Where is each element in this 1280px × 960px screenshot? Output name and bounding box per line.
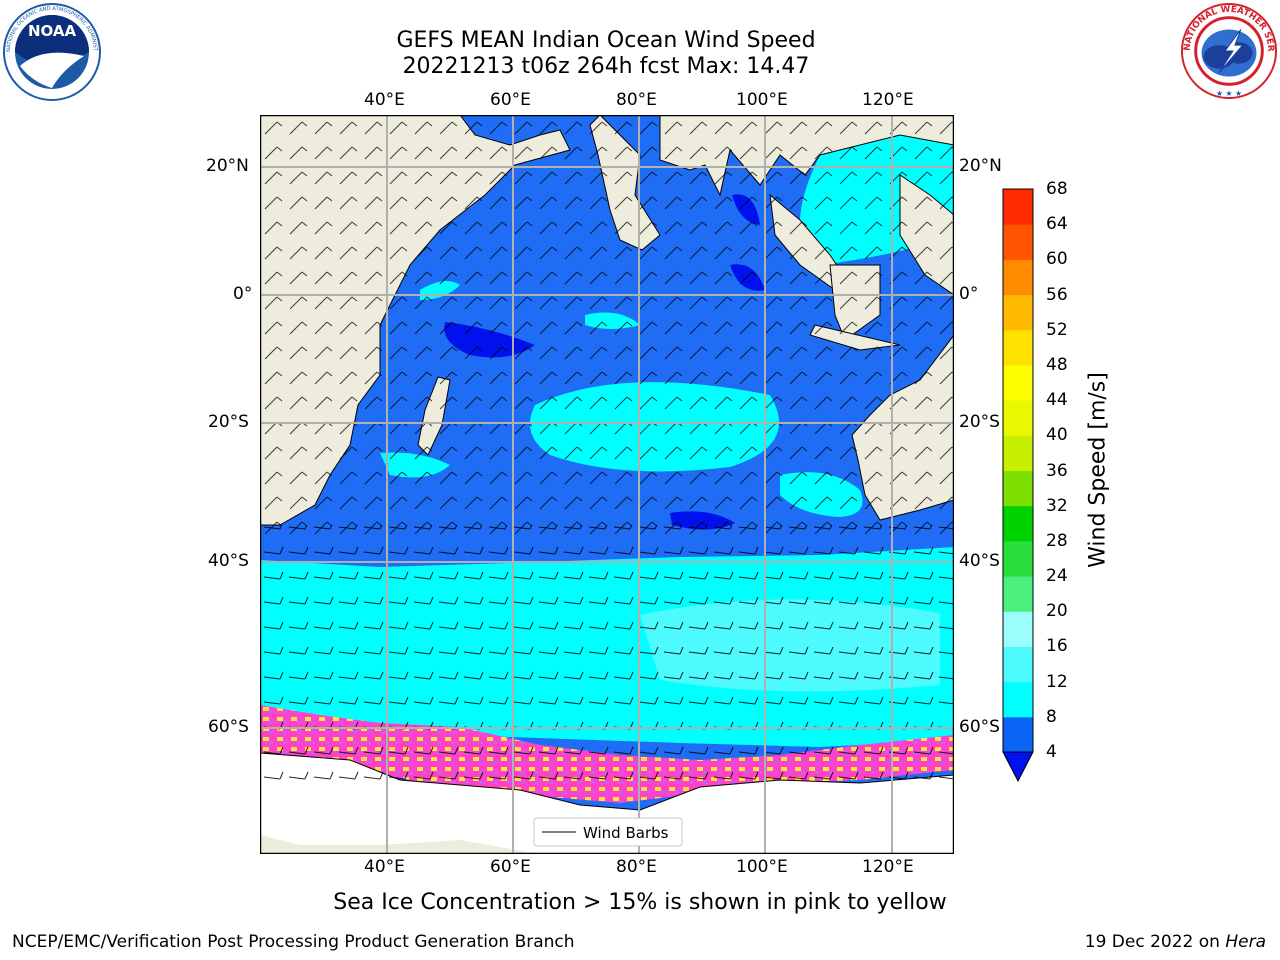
colorbar-tick-label: 40	[1046, 425, 1068, 446]
map-subtitle: 20221213 t06z 264h fcst Max: 14.47	[402, 54, 810, 79]
colorbar-bin	[1003, 505, 1033, 542]
colorbar-tick-label: 44	[1046, 390, 1068, 411]
colorbar-tick-label: 64	[1046, 214, 1068, 235]
colorbar-bin	[1003, 400, 1033, 436]
colorbar-tick-label: 68	[1046, 179, 1068, 199]
colorbar-bin	[1003, 716, 1033, 753]
footer-right: 19 Dec 2022 on Hera	[1084, 932, 1266, 952]
colorbar-tick-label: 8	[1046, 706, 1057, 727]
colorbar-tick-label: 12	[1046, 671, 1068, 692]
colorbar-bin	[1003, 435, 1033, 471]
legend-label: Wind Barbs	[583, 824, 669, 842]
noaa-logo: NOAA NATIONAL OCEANIC AND ATMOSPHERIC AD…	[2, 2, 101, 101]
colorbar-bin	[1003, 259, 1033, 296]
colorbar-tick-label: 36	[1046, 460, 1068, 481]
graticule	[260, 115, 954, 854]
colorbar-tick-label: 28	[1046, 530, 1068, 551]
colorbar-bin	[1003, 611, 1033, 647]
colorbar	[1002, 188, 1034, 783]
colorbar-tick-label: 48	[1046, 354, 1068, 375]
colorbar-bin	[1003, 189, 1033, 225]
colorbar-bin	[1003, 329, 1033, 366]
wind-barbs-south	[260, 525, 954, 785]
colorbar-tick-label: 56	[1046, 284, 1068, 305]
colorbar-bin	[1003, 646, 1033, 683]
wind-barbs-legend	[533, 817, 683, 847]
noaa-logo-text: NOAA	[28, 22, 77, 40]
map-frame	[260, 115, 954, 854]
colorbar-tick-label: 4	[1046, 742, 1057, 762]
colorbar-tick-label: 16	[1046, 636, 1068, 657]
colorbar-bin	[1003, 540, 1033, 577]
colorbar-bin	[1003, 681, 1033, 718]
colorbar-tick-label: 20	[1046, 601, 1068, 622]
colorbar-under-arrow	[1002, 751, 1034, 783]
nws-logo: NATIONAL WEATHER SERVICE ★ ★ ★	[1180, 2, 1278, 100]
colorbar-ticks: 4 8 12 16 20 24 28 32 36 40 44 48 52 56 60 64 68	[1046, 179, 1086, 762]
svg-text:★ ★ ★: ★ ★ ★	[1216, 89, 1242, 98]
colorbar-bin	[1003, 470, 1033, 507]
colorbar-bin	[1003, 294, 1033, 331]
sea-ice-caption: Sea Ice Concentration > 15% is shown in …	[333, 890, 947, 915]
colorbar-bin	[1003, 364, 1033, 401]
colorbar-tick-label: 32	[1046, 495, 1068, 516]
footer-left: NCEP/EMC/Verification Post Processing Pr…	[12, 932, 575, 952]
colorbar-tick-label: 24	[1046, 566, 1068, 587]
colorbar-label: Wind Speed [m/s]	[1085, 372, 1111, 568]
map-title: GEFS MEAN Indian Ocean Wind Speed	[396, 28, 816, 53]
wind-barbs-north	[260, 115, 954, 535]
colorbar-bin	[1003, 576, 1033, 612]
colorbar-tick-label: 52	[1046, 319, 1068, 340]
colorbar-tick-label: 60	[1046, 249, 1068, 270]
wind-speed-map: Wind Barbs	[260, 115, 954, 854]
colorbar-bin	[1003, 224, 1033, 260]
